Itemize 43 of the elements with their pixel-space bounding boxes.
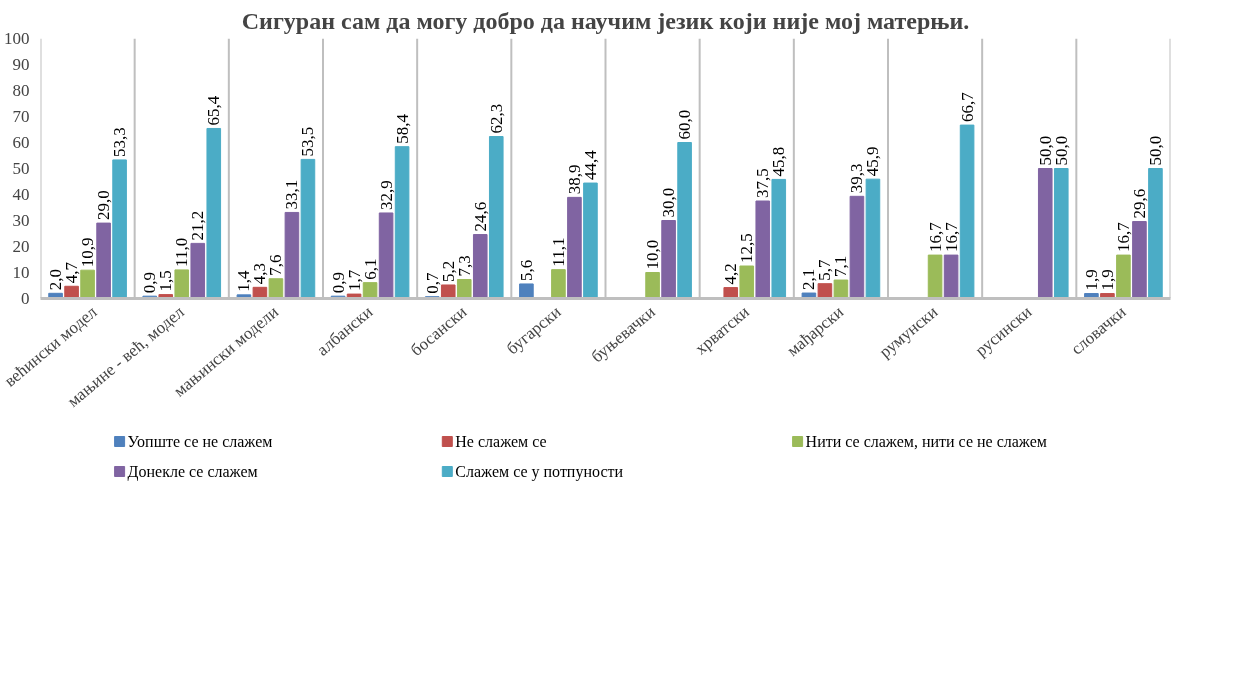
legend-label: Не слажем се <box>455 433 547 450</box>
y-tick-label: 20 <box>12 237 30 256</box>
data-label: 65,4 <box>204 95 224 126</box>
data-label: 38,9 <box>564 164 584 195</box>
y-tick-label: 10 <box>12 263 30 282</box>
y-tick-label: 90 <box>12 55 30 74</box>
y-tick-label: 60 <box>12 133 30 152</box>
data-label: 0,9 <box>328 271 348 294</box>
data-label: 53,3 <box>110 127 130 157</box>
chart-title: Сигуран сам да могу добро да научим језик који није мој матерњи. <box>241 7 970 34</box>
y-tick-label: 40 <box>12 185 30 204</box>
data-label: 24,6 <box>470 201 490 232</box>
data-label: 11,1 <box>548 237 568 267</box>
y-tick-label: 0 <box>21 289 30 308</box>
legend-label: Донекле се слажем <box>127 463 258 481</box>
data-label: 16,7 <box>1113 221 1133 253</box>
legend-label: Нити се слажем, нити се не слажем <box>805 433 1047 450</box>
y-tick-label: 70 <box>12 107 30 126</box>
data-label: 10,0 <box>643 239 663 270</box>
data-label: 29,0 <box>94 190 114 221</box>
data-label: 5,6 <box>516 259 536 281</box>
data-label: 30,0 <box>659 187 679 218</box>
data-label: 50,0 <box>1145 135 1165 166</box>
data-label: 33,1 <box>282 179 302 210</box>
y-tick-label: 30 <box>12 211 30 230</box>
data-label: 12,5 <box>737 233 757 263</box>
data-label: 50,0 <box>1035 135 1055 166</box>
y-tick-label: 100 <box>4 29 30 48</box>
data-label: 58,4 <box>392 113 412 144</box>
data-label: 29,6 <box>1129 188 1149 219</box>
data-label: 53,5 <box>298 126 318 157</box>
data-label: 16,7 <box>925 221 945 253</box>
data-label: 66,7 <box>957 91 977 123</box>
data-label: 6,1 <box>360 258 380 280</box>
data-label: 4,2 <box>721 263 741 285</box>
data-label: 62,3 <box>486 103 506 134</box>
y-tick-label: 50 <box>12 159 30 178</box>
legend-label: Слажем се у потпуности <box>455 463 624 481</box>
data-label: 60,0 <box>675 109 695 140</box>
data-label: 32,9 <box>376 180 396 210</box>
legend-label: Уопште се не слажем <box>127 433 273 450</box>
y-tick-label: 80 <box>12 81 30 100</box>
data-label: 1,9 <box>1081 269 1101 291</box>
